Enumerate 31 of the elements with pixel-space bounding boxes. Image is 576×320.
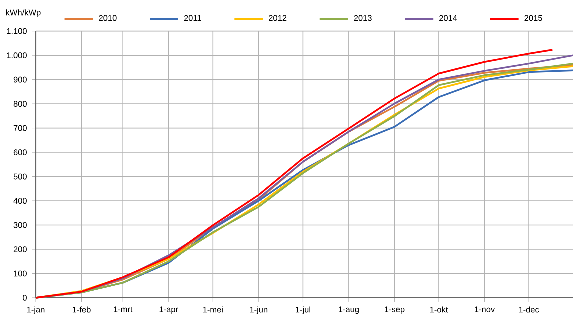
y-tick-label: 400 bbox=[14, 198, 27, 204]
x-tick-label: 1-mei bbox=[203, 306, 223, 313]
y-tick-label: 900 bbox=[14, 76, 27, 83]
x-tick-label: 1-jan bbox=[27, 306, 45, 314]
y-axis-title: kWh/kWp bbox=[6, 10, 41, 18]
x-tick-label: 1-okt bbox=[430, 306, 448, 313]
x-tick-label: 1-jul bbox=[296, 306, 310, 314]
y-tick-label: 300 bbox=[14, 222, 27, 228]
y-tick-label: 1.000 bbox=[7, 52, 27, 58]
x-tick-label: 1-nov bbox=[475, 306, 496, 312]
legend-label: 2014 bbox=[440, 15, 458, 22]
legend-label: 2012 bbox=[269, 15, 287, 22]
x-tick-label: 1-jun bbox=[250, 306, 268, 314]
legend-label: 2010 bbox=[99, 15, 117, 22]
x-tick-label: 1-aug bbox=[339, 306, 359, 314]
x-tick-label: 1-apr bbox=[160, 306, 178, 314]
legend-label: 2015 bbox=[524, 15, 542, 22]
y-tick-label: 500 bbox=[14, 174, 27, 180]
legend-label: 2011 bbox=[184, 15, 202, 22]
x-tick-label: 1-feb bbox=[72, 306, 91, 313]
legend-label: 2013 bbox=[354, 15, 372, 22]
x-tick-label: 1-mrt bbox=[114, 306, 133, 312]
x-tick-label: 1-sep bbox=[385, 306, 405, 314]
y-tick-label: 1.100 bbox=[7, 28, 27, 34]
y-tick-label: 600 bbox=[14, 150, 27, 156]
x-tick-label: 1-dec bbox=[519, 306, 540, 313]
y-tick-label: 200 bbox=[14, 246, 27, 252]
y-tick-label: 0 bbox=[23, 295, 27, 301]
y-tick-label: 100 bbox=[14, 270, 27, 277]
y-tick-label: 700 bbox=[14, 125, 27, 132]
y-tick-label: 800 bbox=[14, 101, 27, 107]
